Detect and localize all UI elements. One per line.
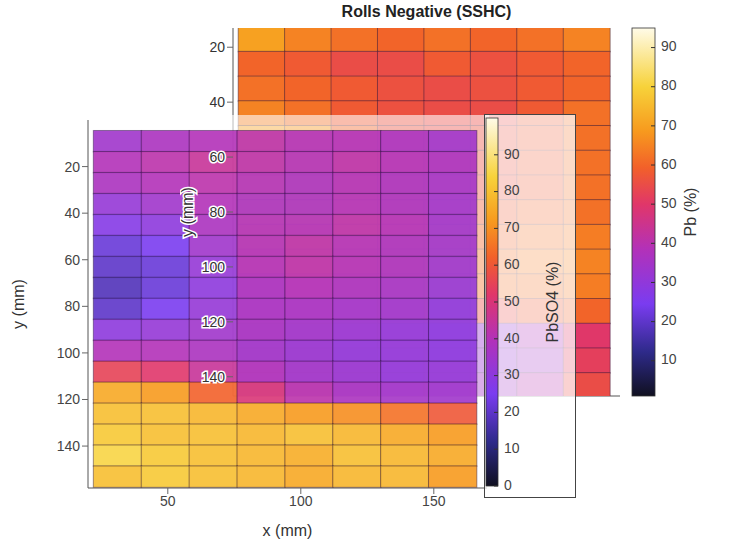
svg-text:80: 80	[209, 204, 225, 220]
svg-text:150: 150	[422, 493, 446, 509]
html-text:Rolls Negative (SSHC): Rolls Negative (SSHC)	[341, 3, 512, 20]
svg-text:90: 90	[504, 146, 520, 162]
svg-text:20: 20	[504, 403, 520, 419]
svg-text:80: 80	[64, 298, 80, 314]
svg-text:y (mm): y (mm)	[10, 279, 27, 329]
svg-text:140: 140	[57, 438, 81, 454]
svg-text:140: 140	[202, 369, 226, 385]
svg-text:50: 50	[160, 493, 176, 509]
svg-text:70: 70	[504, 219, 520, 235]
svg-text:20: 20	[661, 312, 677, 328]
svg-text:30: 30	[504, 366, 520, 382]
svg-text:50: 50	[661, 195, 677, 211]
svg-text:80: 80	[661, 77, 677, 93]
svg-text:100: 100	[57, 345, 81, 361]
svg-text:0: 0	[504, 477, 512, 493]
svg-text:30: 30	[661, 273, 677, 289]
svg-text:100: 100	[202, 259, 226, 275]
svg-text:50: 50	[504, 293, 520, 309]
svg-text:60: 60	[661, 156, 677, 172]
svg-text:60: 60	[64, 252, 80, 268]
svg-text:90: 90	[661, 38, 677, 54]
svg-text:20: 20	[64, 159, 80, 175]
svg-text:70: 70	[661, 117, 677, 133]
svg-text:y (mm): y (mm)	[180, 187, 196, 237]
svg-text:40: 40	[64, 205, 80, 221]
svg-text:Pb (%): Pb (%)	[682, 188, 699, 237]
svg-text:60: 60	[504, 256, 520, 272]
svg-text:10: 10	[504, 440, 520, 456]
svg-text:20: 20	[209, 39, 225, 55]
svg-text:40: 40	[209, 94, 225, 110]
svg-text:120: 120	[202, 314, 226, 330]
svg-text:10: 10	[661, 351, 677, 367]
svg-text:60: 60	[209, 149, 225, 165]
svg-text:PbSO4 (%): PbSO4 (%)	[544, 262, 561, 343]
svg-text:x (mm): x (mm)	[263, 522, 313, 539]
svg-text:100: 100	[289, 493, 313, 509]
svg-text:40: 40	[504, 330, 520, 346]
svg-text:80: 80	[504, 182, 520, 198]
svg-text:40: 40	[661, 234, 677, 250]
svg-text:120: 120	[57, 391, 81, 407]
